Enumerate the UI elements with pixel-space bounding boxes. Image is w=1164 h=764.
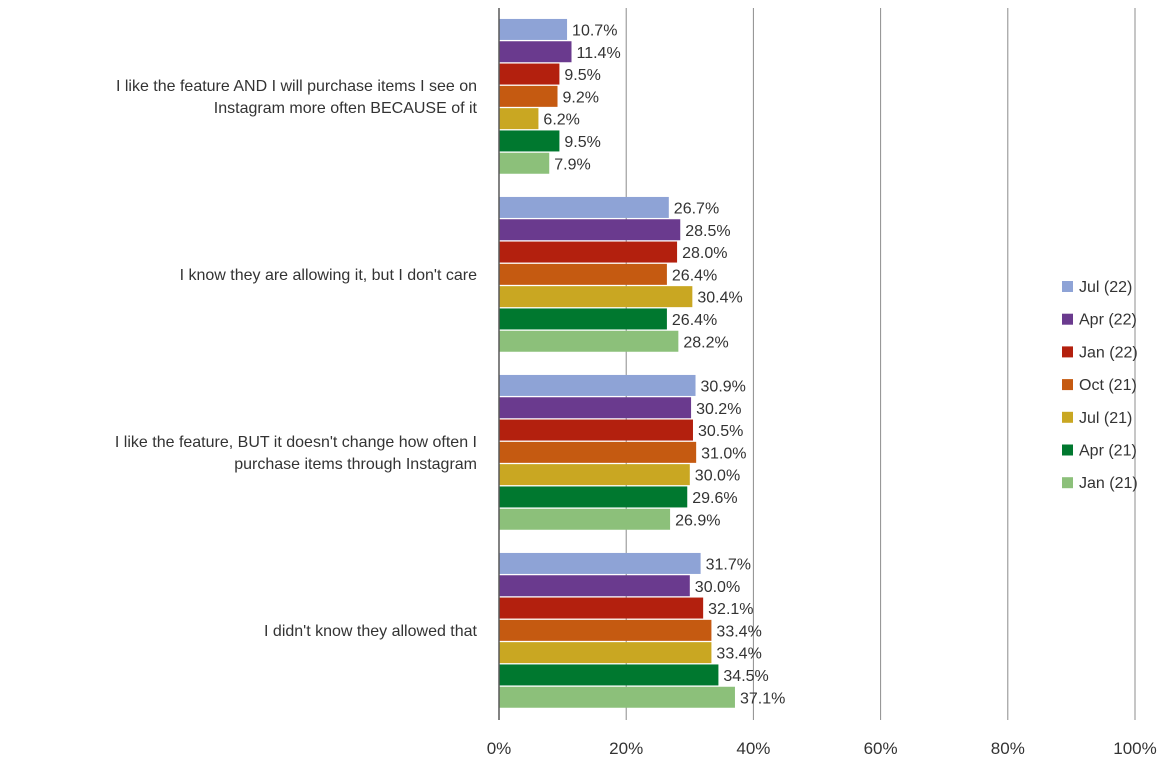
category-label: I like the feature, BUT it doesn't chang… [115,434,477,473]
legend-swatch [1062,444,1073,456]
bar [499,486,688,508]
bar [499,130,560,152]
data-label: 30.5% [698,423,743,440]
data-label: 26.4% [672,267,717,284]
data-label: 33.4% [716,623,761,640]
bar [499,575,690,597]
data-label: 28.2% [683,334,728,351]
data-label: 9.5% [564,134,600,151]
x-tick-label: 40% [736,739,770,758]
bar [499,642,712,664]
data-label: 37.1% [740,690,785,707]
legend-label: Oct (21) [1079,377,1137,394]
bar [499,464,690,486]
data-label: 30.2% [696,401,741,418]
legend-swatch [1062,477,1073,489]
legend-label: Apr (21) [1079,443,1137,460]
x-tick-label: 0% [487,739,512,758]
legend-swatch [1062,346,1073,358]
data-label: 28.5% [685,223,730,240]
data-label: 9.2% [563,89,599,106]
legend-label: Jul (22) [1079,279,1132,296]
bar [499,330,679,352]
bar [499,374,696,396]
data-label: 26.9% [675,512,720,529]
bar [499,152,550,174]
x-tick-label: 80% [991,739,1025,758]
bar [499,196,669,218]
data-label: 30.9% [701,378,746,395]
bar [499,85,558,107]
bar [499,241,678,263]
data-label: 9.5% [564,67,600,84]
legend-swatch [1062,411,1073,423]
data-label: 6.2% [543,112,579,129]
x-tick-label: 60% [864,739,898,758]
bar [499,597,704,619]
data-label: 30.0% [695,468,740,485]
x-tick-labels: 0% 20% 40% 60% 80% 100% [487,739,1157,758]
category-labels: I like the feature AND I will purchase i… [115,78,478,640]
data-label: 30.4% [697,290,742,307]
legend-swatch [1062,313,1073,325]
data-label: 26.4% [672,312,717,329]
legend-label: Jan (22) [1079,344,1138,361]
data-label: 34.5% [723,668,768,685]
bar [499,18,568,40]
category-label: I didn't know they allowed that [264,623,478,640]
data-label: 31.7% [706,556,751,573]
bar [499,308,667,330]
legend-label: Apr (22) [1079,312,1137,329]
legend-swatch [1062,379,1073,391]
bar [499,508,671,530]
bars [499,18,735,708]
legend: Jul (22) Apr (22) Jan (22) Oct (21) Jul (21)… [1062,279,1138,492]
x-tick-label: 100% [1113,739,1156,758]
legend-label: Jul (21) [1079,410,1132,427]
bar [499,397,692,419]
data-label: 33.4% [716,646,761,663]
data-labels: 10.7% 11.4% 9.5% 9.2% 6.2% 9.5% 7.9% 26.7% 28.5%… [543,22,785,707]
data-label: 32.1% [708,601,753,618]
data-label: 28.0% [682,245,727,262]
legend-label: Jan (21) [1079,475,1138,492]
bar [499,686,735,708]
bar [499,108,539,130]
bar [499,219,681,241]
data-label: 10.7% [572,22,617,39]
bar [499,419,693,441]
category-label: I know they are allowing it, but I don't… [180,267,478,284]
data-label: 30.0% [695,579,740,596]
bar [499,552,701,574]
bar [499,441,697,463]
data-label: 29.6% [692,490,737,507]
x-tick-label: 20% [609,739,643,758]
data-label: 26.7% [674,200,719,217]
data-label: 31.0% [701,445,746,462]
bar [499,286,693,308]
category-label: I like the feature AND I will purchase i… [116,78,478,117]
bar [499,664,719,686]
data-label: 11.4% [577,45,621,62]
bar [499,619,712,641]
bar [499,263,667,285]
bar [499,63,560,85]
bar [499,41,572,63]
data-label: 7.9% [554,156,590,173]
legend-swatch [1062,281,1073,292]
